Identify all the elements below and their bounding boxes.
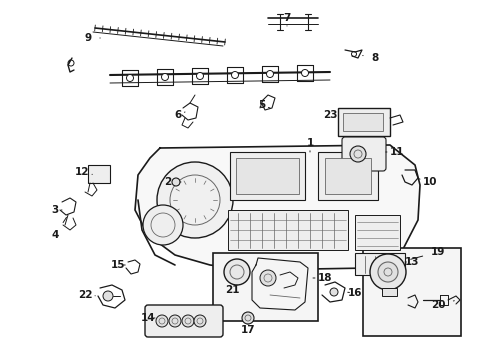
Circle shape (142, 205, 183, 245)
Bar (354, 215, 399, 250)
Circle shape (103, 291, 113, 301)
Bar (342, 113, 382, 131)
Text: 4: 4 (51, 217, 66, 240)
Circle shape (369, 254, 405, 290)
Bar (362, 248, 460, 336)
Polygon shape (135, 145, 419, 270)
Circle shape (377, 262, 397, 282)
Text: 11: 11 (385, 147, 404, 157)
Bar (88, 165, 110, 183)
Bar (325, 158, 370, 194)
Text: 3: 3 (51, 205, 62, 215)
Text: 23: 23 (322, 110, 337, 120)
Circle shape (301, 69, 308, 77)
Text: 13: 13 (404, 257, 418, 267)
Text: 8: 8 (362, 53, 378, 63)
Bar (381, 288, 396, 296)
Circle shape (157, 162, 232, 238)
Circle shape (182, 315, 194, 327)
Text: 1: 1 (306, 138, 313, 152)
Circle shape (161, 73, 168, 81)
FancyBboxPatch shape (341, 137, 385, 171)
Bar (354, 253, 404, 275)
Bar (236, 158, 298, 194)
Bar (229, 152, 305, 200)
FancyBboxPatch shape (145, 305, 223, 337)
Text: 18: 18 (312, 273, 331, 283)
Circle shape (194, 315, 205, 327)
Text: 7: 7 (283, 13, 290, 26)
Text: 6: 6 (174, 110, 184, 120)
Bar (213, 253, 317, 321)
Circle shape (349, 146, 365, 162)
Text: 16: 16 (347, 288, 362, 298)
Circle shape (156, 315, 168, 327)
Bar (317, 152, 377, 200)
Circle shape (196, 72, 203, 80)
Circle shape (260, 270, 275, 286)
Text: 22: 22 (78, 290, 95, 300)
Circle shape (266, 71, 273, 77)
Text: 17: 17 (240, 324, 255, 335)
Circle shape (242, 312, 253, 324)
Circle shape (126, 75, 133, 81)
Bar (254, 258, 312, 313)
Text: 5: 5 (258, 100, 269, 110)
Text: 9: 9 (84, 33, 100, 43)
Text: 14: 14 (141, 313, 155, 323)
Text: 10: 10 (418, 177, 436, 187)
Text: 21: 21 (224, 285, 239, 295)
Text: 15: 15 (110, 260, 125, 270)
Text: 12: 12 (75, 167, 92, 177)
Circle shape (169, 315, 181, 327)
Bar (337, 108, 389, 136)
Text: 19: 19 (410, 247, 444, 259)
Circle shape (329, 288, 337, 296)
Circle shape (231, 72, 238, 78)
Bar (227, 210, 347, 250)
Text: 20: 20 (430, 300, 453, 310)
Circle shape (172, 178, 180, 186)
Text: 2: 2 (164, 177, 181, 187)
Circle shape (224, 259, 249, 285)
